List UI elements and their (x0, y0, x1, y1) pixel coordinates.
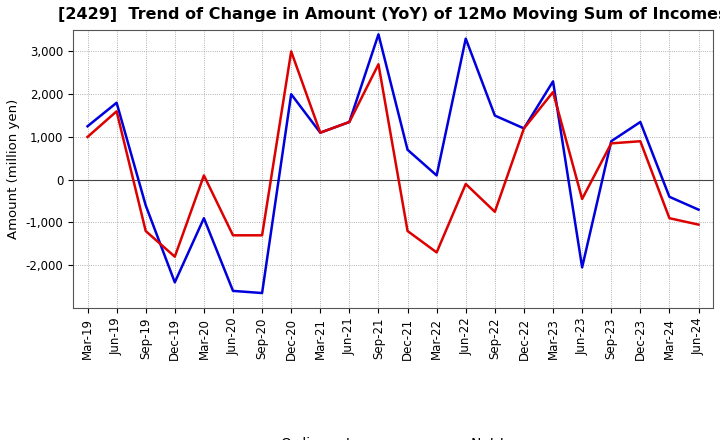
Line: Ordinary Income: Ordinary Income (88, 34, 698, 293)
Net Income (316, 130, 325, 136)
Ordinary Income (171, 280, 179, 285)
Ordinary Income (607, 139, 616, 144)
Ordinary Income (345, 119, 354, 125)
Net Income (403, 228, 412, 234)
Title: [2429]  Trend of Change in Amount (YoY) of 12Mo Moving Sum of Incomes: [2429] Trend of Change in Amount (YoY) o… (58, 7, 720, 22)
Ordinary Income (112, 100, 121, 106)
Net Income (665, 216, 674, 221)
Ordinary Income (462, 36, 470, 41)
Net Income (432, 250, 441, 255)
Ordinary Income (636, 119, 644, 125)
Line: Net Income: Net Income (88, 51, 698, 257)
Net Income (462, 181, 470, 187)
Ordinary Income (141, 203, 150, 208)
Net Income (141, 228, 150, 234)
Net Income (171, 254, 179, 259)
Net Income (84, 134, 92, 139)
Net Income (374, 62, 383, 67)
Ordinary Income (578, 265, 587, 270)
Net Income (258, 233, 266, 238)
Net Income (520, 126, 528, 131)
Ordinary Income (316, 130, 325, 136)
Ordinary Income (403, 147, 412, 152)
Ordinary Income (490, 113, 499, 118)
Ordinary Income (520, 126, 528, 131)
Net Income (694, 222, 703, 227)
Net Income (345, 119, 354, 125)
Net Income (607, 141, 616, 146)
Ordinary Income (229, 288, 238, 293)
Ordinary Income (374, 32, 383, 37)
Ordinary Income (549, 79, 557, 84)
Net Income (490, 209, 499, 214)
Ordinary Income (199, 216, 208, 221)
Ordinary Income (258, 290, 266, 296)
Y-axis label: Amount (million yen): Amount (million yen) (7, 99, 20, 239)
Net Income (287, 49, 295, 54)
Net Income (199, 173, 208, 178)
Net Income (549, 89, 557, 95)
Net Income (636, 139, 644, 144)
Net Income (229, 233, 238, 238)
Ordinary Income (287, 92, 295, 97)
Legend: Ordinary Income, Net Income: Ordinary Income, Net Income (230, 432, 556, 440)
Ordinary Income (432, 173, 441, 178)
Net Income (578, 196, 587, 202)
Net Income (112, 109, 121, 114)
Ordinary Income (665, 194, 674, 199)
Ordinary Income (694, 207, 703, 212)
Ordinary Income (84, 124, 92, 129)
